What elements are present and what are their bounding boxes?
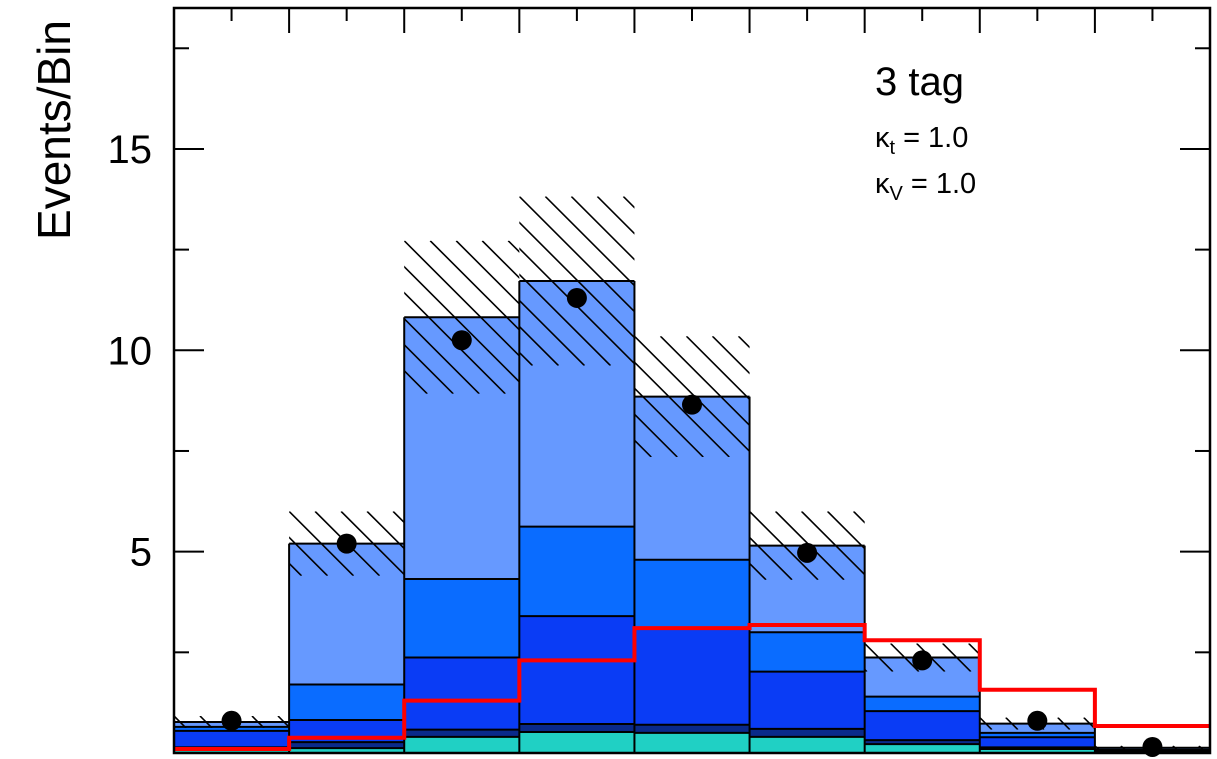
y-axis-label: Events/Bin	[28, 20, 80, 240]
bar-s3-bin6	[749, 671, 865, 729]
bar-s2-bin5	[634, 724, 750, 733]
data-point-bin8	[1027, 710, 1048, 731]
bar-s3-bin4	[519, 616, 635, 725]
data-point-bin4	[566, 287, 587, 308]
data-point-bin1	[221, 710, 242, 731]
bar-s4-bin5	[634, 559, 750, 629]
bar-s4-bin2	[289, 684, 405, 720]
bar-s2-bin3	[404, 729, 520, 737]
bar-s2-bin7	[864, 740, 980, 745]
data-point-bin3	[451, 330, 472, 351]
stacked-bars	[174, 281, 1210, 753]
signal-step-line	[174, 622, 1210, 751]
bar-s3-bin7	[864, 711, 980, 741]
bar-s1-bin8	[979, 748, 1095, 753]
bar-s3-bin1	[174, 730, 290, 748]
tick-labels: 5 10 15	[108, 128, 153, 575]
bar-s4-bin3	[404, 579, 520, 658]
annotation-kappa-t: κt = 1.0	[875, 122, 968, 159]
signal-overlay	[174, 622, 1210, 751]
bar-s1-bin6	[749, 736, 865, 753]
bar-s3-bin5	[634, 628, 750, 725]
bar-s5-bin2	[289, 543, 405, 685]
bar-s5-bin5	[634, 396, 750, 560]
bar-s3-bin8	[979, 737, 1095, 748]
bar-s4-bin4	[519, 526, 635, 617]
data-point-bin2	[336, 533, 357, 554]
bar-s1-bin5	[634, 732, 750, 753]
data-point-bin7	[912, 650, 933, 671]
axes	[172, 6, 1212, 755]
bar-s1-bin3	[404, 736, 520, 753]
ytick-label-10: 10	[108, 329, 153, 373]
svg-text:κV= 1.0: κV = 1.0	[875, 168, 976, 205]
bar-s1-bin1	[174, 749, 290, 753]
data-point-bin5	[682, 394, 702, 415]
bar-s2-bin6	[749, 728, 865, 737]
annotation-title: 3 tag	[875, 60, 964, 104]
bar-s2-bin2	[289, 742, 405, 749]
bar-s1-bin2	[289, 748, 405, 753]
annotation-kappa-v: κV = 1.0	[875, 168, 976, 205]
bar-s4-bin7	[864, 696, 980, 712]
bar-s3-bin3	[404, 657, 520, 730]
data-points	[221, 287, 1163, 757]
bar-s1-bin7	[864, 744, 980, 753]
svg-text:κt= 1.0: κt = 1.0	[875, 122, 968, 159]
bar-s4-bin6	[749, 632, 865, 672]
ytick-label-5: 5	[130, 531, 152, 575]
data-point-bin6	[797, 542, 818, 563]
ytick-label-15: 15	[108, 128, 153, 172]
bar-s1-bin4	[519, 732, 635, 753]
bar-s5-bin3	[404, 317, 520, 580]
bar-s4-bin8	[979, 732, 1095, 738]
bar-s2-bin4	[519, 724, 635, 733]
bar-s5-bin4	[519, 281, 635, 527]
